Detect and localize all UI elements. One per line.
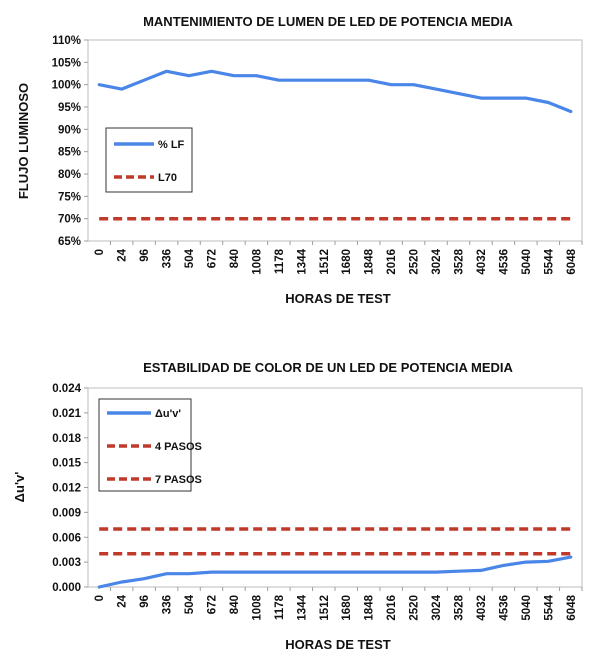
x-tick-label: 5040 [521, 249, 533, 275]
x-tick-label: 5544 [543, 594, 555, 620]
x-tick-label: 336 [162, 595, 174, 614]
x-tick-label: 96 [139, 595, 151, 608]
chart2-x-axis-title: HORAS DE TEST [285, 637, 391, 652]
y-tick-label: 0.012 [52, 483, 81, 495]
x-tick-label: 3024 [431, 248, 443, 274]
y-tick-label: 0.003 [52, 557, 81, 569]
y-tick-label: 0.018 [52, 433, 81, 445]
chart1-x-axis-title: HORAS DE TEST [285, 291, 391, 306]
x-tick-label: 2016 [386, 595, 398, 621]
x-tick-label: 0 [94, 595, 106, 601]
x-tick-label: 2016 [386, 249, 398, 275]
y-tick-label: 0.009 [52, 507, 81, 519]
x-tick-label: 840 [229, 595, 241, 614]
legend-label: Δu'v' [155, 408, 181, 420]
y-tick-label: 110% [52, 35, 81, 47]
y-tick-label: 100% [52, 80, 81, 92]
series-line-1 [97, 69, 573, 114]
y-tick-label: 105% [52, 57, 81, 69]
y-tick-label: 95% [58, 102, 81, 114]
legend-label: L70 [158, 172, 177, 184]
y-tick-label: 90% [58, 124, 81, 136]
x-tick-label: 3024 [431, 594, 443, 620]
y-tick-label: 0.006 [52, 532, 81, 544]
y-tick-label: 0.000 [52, 582, 81, 594]
legend-label: % LF [158, 139, 185, 151]
x-tick-label: 3528 [454, 248, 466, 274]
x-tick-label: 96 [139, 249, 151, 262]
x-tick-label: 1178 [274, 248, 286, 274]
x-tick-label: 1178 [274, 594, 286, 620]
legend-label: 4 PASOS [155, 441, 202, 453]
y-tick-label: 75% [58, 191, 81, 203]
y-tick-label: 80% [58, 169, 81, 181]
y-tick-label: 0.021 [52, 408, 81, 420]
x-tick-label: 6048 [566, 594, 578, 620]
x-tick-label: 6048 [566, 248, 578, 274]
color-stability-chart: ESTABILIDAD DE COLOR DE UN LED DE POTENC… [12, 360, 583, 652]
x-tick-label: 504 [184, 594, 196, 614]
y-tick-label: 70% [58, 214, 81, 226]
x-tick-label: 4536 [498, 249, 510, 275]
x-tick-label: 1008 [251, 248, 263, 274]
y-tick-label: 0.024 [52, 383, 81, 395]
x-tick-label: 4536 [498, 595, 510, 621]
x-tick-label: 4032 [476, 595, 488, 621]
x-tick-label: 0 [94, 249, 106, 255]
y-tick-label: 0.015 [52, 458, 81, 470]
legend-label: 7 PASOS [155, 474, 202, 486]
x-tick-label: 3528 [454, 594, 466, 620]
x-tick-label: 672 [207, 595, 219, 614]
x-tick-label: 1512 [319, 595, 331, 621]
x-tick-label: 1680 [341, 249, 353, 275]
x-tick-label: 24 [117, 594, 129, 607]
y-tick-label: 85% [58, 147, 81, 159]
lumen-maintenance-chart: MANTENIMIENTO DE LUMEN DE LED DE POTENCI… [16, 14, 583, 306]
x-tick-label: 840 [229, 249, 241, 268]
x-tick-label: 24 [117, 248, 129, 261]
chart1-title: MANTENIMIENTO DE LUMEN DE LED DE POTENCI… [143, 14, 513, 29]
x-tick-label: 336 [162, 249, 174, 268]
x-tick-label: 1848 [364, 594, 376, 620]
y-tick-label: 65% [58, 236, 81, 248]
x-tick-label: 1344 [296, 594, 308, 620]
x-tick-label: 5544 [543, 248, 555, 274]
chart2-y-axis-title: Δu'v' [12, 472, 27, 503]
x-tick-label: 1344 [296, 248, 308, 274]
x-tick-label: 2520 [409, 595, 421, 621]
x-tick-label: 672 [207, 249, 219, 268]
x-tick-label: 1680 [341, 595, 353, 621]
x-tick-label: 504 [184, 248, 196, 268]
legend-box [105, 127, 193, 193]
chart2-title: ESTABILIDAD DE COLOR DE UN LED DE POTENC… [143, 360, 513, 375]
x-tick-label: 1008 [251, 594, 263, 620]
x-tick-label: 5040 [521, 595, 533, 621]
chart1-y-axis-title: FLUJO LUMINOSO [16, 83, 31, 199]
x-tick-label: 1512 [319, 249, 331, 275]
series-line-1 [97, 555, 573, 589]
x-tick-label: 2520 [409, 249, 421, 275]
x-tick-label: 1848 [364, 248, 376, 274]
x-tick-label: 4032 [476, 249, 488, 275]
